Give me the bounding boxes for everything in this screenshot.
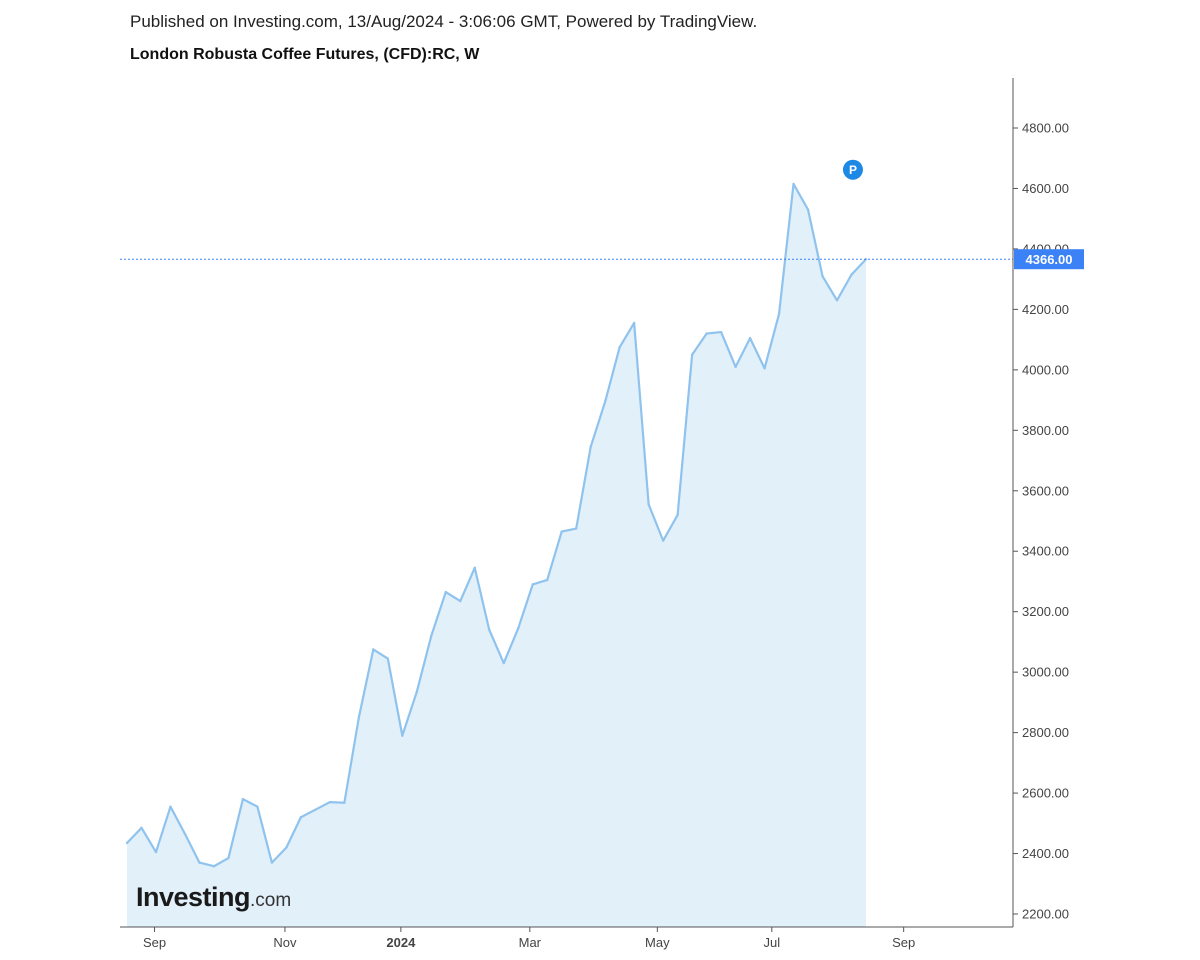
x-tick-label: Mar (519, 935, 542, 950)
y-tick-label: 3200.00 (1022, 604, 1069, 619)
x-tick-label: Sep (143, 935, 166, 950)
x-tick-label: Nov (273, 935, 297, 950)
data-point (459, 599, 462, 603)
data-point (835, 299, 839, 302)
data-point (777, 312, 781, 316)
logo-main: Investing (136, 882, 250, 912)
data-point (690, 353, 694, 356)
x-tick-label: May (645, 935, 670, 950)
data-point (125, 841, 129, 845)
data-point (748, 336, 752, 340)
data-point (734, 365, 737, 369)
event-marker-letter: P (849, 163, 857, 177)
data-point (560, 530, 563, 533)
price-line (126, 182, 867, 868)
data-point (183, 832, 187, 836)
data-point (140, 826, 143, 830)
data-point (415, 690, 418, 694)
data-point (241, 797, 245, 801)
data-point (618, 345, 621, 349)
data-point (401, 734, 404, 737)
y-tick-label: 3400.00 (1022, 544, 1069, 559)
data-point (154, 850, 158, 854)
y-tick-label: 2200.00 (1022, 907, 1069, 922)
y-tick-label: 3600.00 (1022, 483, 1069, 498)
data-point (632, 321, 636, 325)
y-tick-label: 4200.00 (1022, 302, 1069, 317)
data-point (285, 846, 288, 849)
data-point (488, 628, 491, 632)
data-point (850, 273, 853, 276)
data-point (343, 801, 346, 804)
x-tick-label: Sep (892, 935, 915, 950)
event-marker-circle (842, 159, 863, 180)
data-point (546, 578, 549, 582)
logo-text: Investing.com (136, 882, 291, 912)
data-point (314, 808, 317, 811)
data-point (574, 527, 578, 530)
logo-suffix: .com (250, 890, 291, 911)
data-point (661, 539, 665, 542)
data-point (430, 634, 433, 638)
last-price-badge: 4366.00 (1014, 249, 1084, 270)
x-tick-label: 2024 (386, 935, 416, 950)
data-point (357, 716, 361, 719)
y-axis[interactable]: 2200.00 2400.00 2600.00 2800.00 3000.00 3200.… (1012, 78, 1069, 927)
data-point (647, 503, 650, 506)
data-point (198, 861, 201, 864)
y-tick-label: 4800.00 (1022, 121, 1069, 136)
y-tick-label: 3000.00 (1022, 665, 1069, 680)
data-point (270, 861, 274, 864)
data-point (299, 816, 303, 819)
x-tick-label: Jul (763, 935, 780, 950)
area-fill (127, 183, 866, 927)
data-point (603, 400, 607, 403)
data-point (792, 182, 795, 186)
x-axis[interactable]: Sep Nov 2024 Mar May Jul Sep (120, 926, 1013, 950)
published-note: Published on Investing.com, 13/Aug/2024 … (130, 12, 758, 31)
data-point (719, 330, 723, 334)
data-point (821, 274, 824, 278)
data-point (444, 590, 447, 594)
data-point (372, 648, 375, 651)
last-price-label: 4366.00 (1026, 252, 1073, 267)
data-point (328, 800, 332, 804)
data-point (256, 805, 259, 808)
chart-title: London Robusta Coffee Futures, (CFD):RC,… (130, 46, 480, 63)
data-point (473, 566, 476, 570)
data-point (806, 208, 810, 211)
data-point (763, 367, 766, 370)
y-tick-label: 2800.00 (1022, 725, 1069, 740)
y-tick-label: 3800.00 (1022, 423, 1069, 438)
data-point (531, 583, 534, 586)
data-points (125, 182, 868, 868)
y-tick-label: 4600.00 (1022, 181, 1069, 196)
y-tick-label: 4000.00 (1022, 362, 1069, 377)
investing-logo: Investing.com (136, 882, 291, 912)
y-tick-label: 2400.00 (1022, 846, 1069, 861)
data-point (517, 627, 520, 630)
data-point (212, 865, 216, 868)
data-point (676, 513, 679, 517)
data-point (589, 445, 592, 449)
y-tick-label: 2600.00 (1022, 786, 1069, 801)
event-marker-icon[interactable]: P (842, 159, 863, 180)
data-point (386, 657, 390, 660)
data-point (705, 332, 708, 335)
data-point (227, 856, 230, 860)
last-price-badge-bg (1014, 249, 1084, 270)
data-point (502, 661, 505, 665)
plot-area (125, 182, 868, 927)
data-point (169, 805, 172, 808)
